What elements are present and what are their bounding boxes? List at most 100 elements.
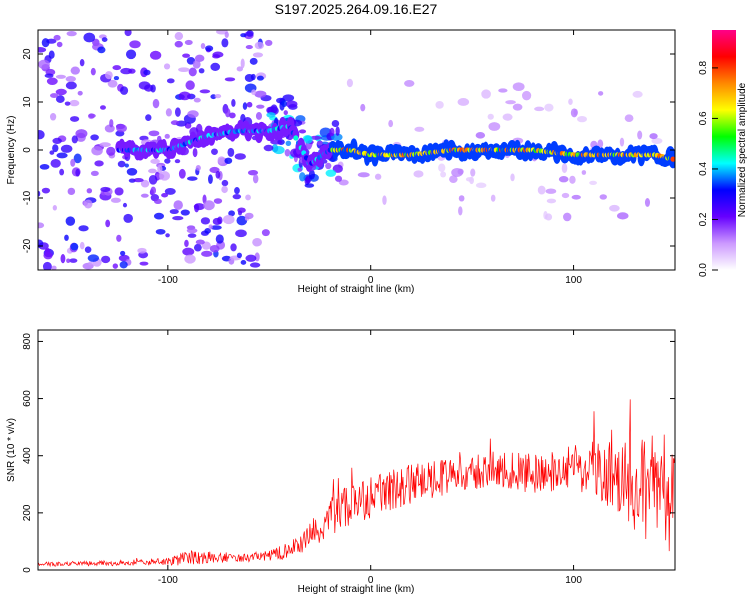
spectrogram-cell [39, 164, 50, 170]
spectrogram-cell [211, 148, 218, 156]
colorbar-ticks: 0.0 0.2 0.4 0.6 0.8 [698, 61, 718, 277]
spectrogram-cell [109, 119, 114, 128]
spectrogram-cell [88, 261, 93, 266]
spectrogram-cell [534, 106, 545, 112]
spectrogram-cell [388, 119, 394, 128]
spectrogram-cell [571, 194, 581, 200]
spectrogram-cell [252, 238, 262, 247]
spectrogram-cell [69, 116, 80, 122]
spectrogram-cell [52, 205, 57, 211]
spectrogram-cell [165, 233, 170, 238]
spectrogram-cell [205, 45, 214, 52]
spectrogram-cell [256, 104, 265, 109]
spectrogram-cell [123, 213, 133, 223]
spectrogram-cell [254, 90, 267, 98]
spectrogram-cell [570, 108, 578, 118]
spectrogram-cell [184, 239, 189, 248]
spectrogram-cell [49, 150, 55, 155]
spectrogram-cells [38, 30, 675, 270]
spectrogram-cell [161, 193, 169, 198]
spectrogram-cell [70, 242, 79, 251]
spectrogram-cell [152, 98, 160, 109]
spectrogram-cell [236, 66, 243, 72]
y-tick-label: 200 [22, 504, 33, 521]
spectrogram-cell [512, 103, 523, 111]
spectrogram-cell [254, 41, 265, 50]
spectrogram-cell [84, 246, 92, 253]
spectrogram-cell [120, 86, 129, 95]
spectrogram-cell [195, 239, 205, 245]
spectrogram-cell [116, 124, 127, 133]
spectrogram-cell [250, 73, 256, 81]
spectrogram-cell [60, 254, 66, 264]
spectrogram-cell [174, 32, 184, 41]
spectrogram-cell [90, 170, 99, 177]
spectrogram-cell [282, 94, 295, 102]
spectrogram-cell [112, 263, 119, 269]
spectrogram-cell [75, 129, 88, 139]
spectrogram-cell [157, 164, 163, 174]
spectrogram-cell [487, 113, 494, 120]
spectrogram-cell [38, 222, 45, 229]
spectrogram-cell [208, 224, 213, 230]
spectrogram-cell [73, 153, 82, 164]
spectrogram-cell [644, 198, 651, 207]
spectrogram-cell [180, 209, 190, 216]
spectrogram-cell [188, 67, 197, 77]
y-tick-label: 0 [22, 567, 33, 573]
spectrogram-cell [619, 137, 625, 147]
spectrogram-cell [317, 140, 323, 146]
spectrogram-cell [217, 156, 226, 164]
spectrogram-cell [133, 177, 144, 183]
spectrogram-cell [41, 187, 51, 194]
snr-panel: -100 0 100 0 200 400 600 800 Height of straight… [6, 329, 676, 595]
spectrogram-cell [193, 97, 201, 103]
spectrogram-cell [544, 103, 554, 112]
spectrogram-cell [293, 135, 299, 141]
spectrogram-cell [53, 34, 61, 41]
spectrogram-cell [490, 194, 496, 202]
spectrogram-cell [49, 113, 57, 121]
spectrogram-cell [624, 114, 634, 123]
spectrogram-cell [182, 247, 195, 256]
spectrogram-cell [52, 144, 59, 153]
spectrogram-cell [90, 67, 96, 76]
spectrogram-cell [172, 215, 184, 221]
spectrogram-cell [69, 99, 80, 107]
spectrogram-cell [83, 32, 96, 43]
spectrogram-cell [240, 260, 247, 265]
spectrogram-cell [458, 206, 463, 216]
spectrogram-cell [266, 112, 276, 118]
spectrogram-cell [263, 144, 274, 152]
snr-series-line [38, 399, 675, 568]
spectrogram-cell [577, 115, 587, 123]
spectrogram-cell [404, 80, 415, 87]
spectrogram-cell [335, 126, 340, 136]
spectrogram-cell [199, 89, 211, 94]
spectrogram-cell [140, 179, 150, 188]
spectrogram-cell [165, 108, 172, 117]
spectrogram-xlabel: Height of straight line (km) [298, 284, 415, 295]
spectrogram-cell [589, 180, 598, 185]
spectrogram-cell [510, 173, 515, 182]
spectrogram-cell [251, 89, 257, 96]
spectrogram-cell [110, 197, 121, 203]
spectrogram-cell [154, 198, 162, 204]
spectrogram-cell [457, 98, 470, 106]
spectrogram-cell [649, 133, 658, 140]
spectrogram-cell [382, 195, 387, 206]
spectrogram-cell [465, 177, 473, 182]
spectrogram-cell [228, 112, 236, 119]
colorbar-label: Normalized spectral amplitude [737, 82, 748, 217]
spectrogram-cell [113, 76, 120, 81]
spectrogram-cell [435, 100, 444, 109]
spectrogram-cell [159, 171, 171, 181]
spectrogram-cell [203, 200, 215, 211]
spectrogram-cell [69, 258, 78, 263]
spectrogram-cell [50, 159, 61, 168]
spectrogram-cell [139, 261, 149, 266]
spectrogram-cell [169, 209, 179, 215]
